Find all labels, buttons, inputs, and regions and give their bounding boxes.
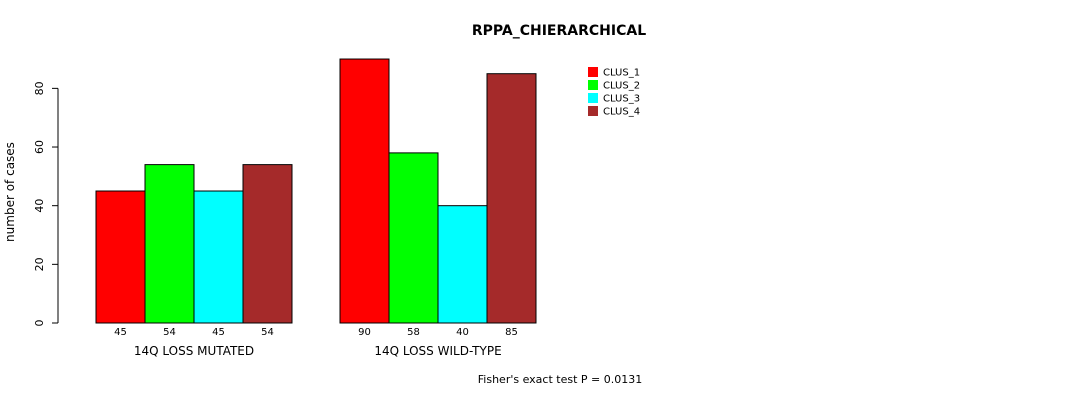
legend-label: CLUS_4	[603, 107, 640, 118]
legend-label: CLUS_1	[603, 68, 640, 79]
bar-clus-1	[95, 190, 146, 324]
bar-count-label: 54	[163, 327, 176, 338]
legend: CLUS_1 CLUS_2 CLUS_3 CLUS_4	[588, 67, 640, 118]
bar-clus-3	[193, 190, 244, 324]
bar-clus-2	[144, 164, 195, 324]
bar-count-label: 45	[114, 327, 127, 338]
count-labels: 45 54 45 54 90 58 40 85	[114, 327, 518, 338]
group-label: 14Q LOSS MUTATED	[134, 344, 254, 358]
bar-clus-3	[437, 205, 488, 324]
bars	[95, 58, 537, 324]
y-axis: 0 20 40 60 80	[33, 81, 59, 327]
legend-swatch	[588, 80, 598, 90]
y-tick-label: 60	[33, 140, 46, 154]
group-label: 14Q LOSS WILD-TYPE	[374, 344, 501, 358]
legend-label: CLUS_3	[603, 94, 640, 105]
bar-count-label: 40	[456, 327, 469, 338]
fisher-test-label: Fisher's exact test P = 0.0131	[478, 373, 642, 386]
bar-count-label: 90	[358, 327, 371, 338]
y-tick-label: 40	[33, 199, 46, 213]
bar-clus-1	[339, 58, 390, 324]
group-labels: 14Q LOSS MUTATED 14Q LOSS WILD-TYPE	[134, 344, 502, 358]
legend-label: CLUS_2	[603, 81, 640, 92]
bar-clus-4	[242, 164, 293, 324]
legend-swatch	[588, 106, 598, 116]
legend-swatch	[588, 67, 598, 77]
y-tick-label: 80	[33, 81, 46, 95]
y-tick-label: 0	[33, 320, 46, 327]
y-tick-label: 20	[33, 257, 46, 271]
bar-count-label: 58	[407, 327, 420, 338]
bar-count-label: 85	[505, 327, 518, 338]
y-axis-label: number of cases	[3, 142, 17, 242]
bar-clus-2	[388, 152, 439, 324]
chart-title: RPPA_CHIERARCHICAL	[472, 23, 646, 39]
bar-count-label: 45	[212, 327, 225, 338]
bar-clus-4	[486, 73, 537, 324]
legend-swatch	[588, 93, 598, 103]
bar-count-label: 54	[261, 327, 274, 338]
